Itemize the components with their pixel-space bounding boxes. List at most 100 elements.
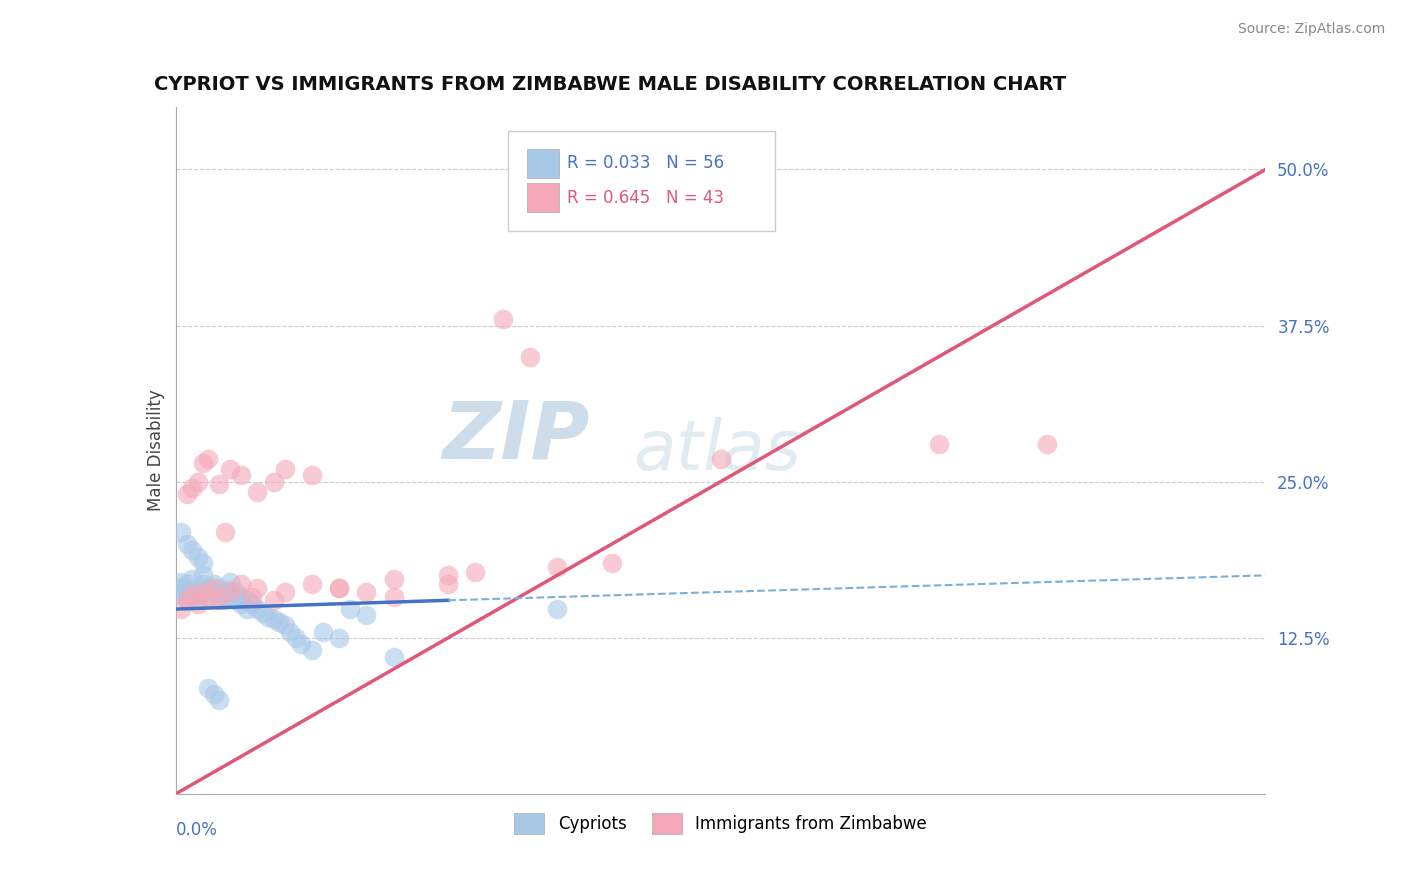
Point bbox=[181, 583, 204, 598]
Point bbox=[208, 593, 231, 607]
Point bbox=[191, 456, 214, 470]
Point bbox=[600, 556, 623, 570]
Point bbox=[339, 602, 361, 616]
Point bbox=[197, 590, 219, 604]
Point bbox=[208, 590, 231, 604]
Point bbox=[263, 593, 285, 607]
Point bbox=[240, 590, 263, 604]
Point bbox=[197, 681, 219, 695]
Point bbox=[208, 581, 231, 595]
Point bbox=[246, 602, 269, 616]
Point bbox=[546, 602, 568, 616]
Legend: Cypriots, Immigrants from Zimbabwe: Cypriots, Immigrants from Zimbabwe bbox=[508, 807, 934, 840]
Point bbox=[219, 583, 242, 598]
Point bbox=[356, 584, 378, 599]
Point bbox=[246, 484, 269, 499]
Point bbox=[176, 537, 198, 551]
Point bbox=[274, 462, 297, 476]
Point bbox=[197, 452, 219, 467]
Point bbox=[170, 581, 193, 595]
Text: atlas: atlas bbox=[633, 417, 801, 484]
Y-axis label: Male Disability: Male Disability bbox=[146, 390, 165, 511]
Point bbox=[181, 572, 204, 586]
Point bbox=[546, 559, 568, 574]
Point bbox=[231, 468, 253, 483]
Point bbox=[219, 574, 242, 589]
FancyBboxPatch shape bbox=[527, 183, 560, 212]
Point bbox=[301, 468, 323, 483]
Point bbox=[191, 584, 214, 599]
Point bbox=[492, 312, 515, 326]
Point bbox=[176, 584, 198, 599]
Point bbox=[191, 556, 214, 570]
Point bbox=[186, 475, 209, 489]
Point bbox=[225, 593, 247, 607]
FancyBboxPatch shape bbox=[508, 131, 775, 231]
Point bbox=[328, 581, 350, 595]
Text: R = 0.645   N = 43: R = 0.645 N = 43 bbox=[567, 189, 724, 207]
Point bbox=[257, 609, 280, 624]
Point bbox=[181, 590, 204, 604]
Point bbox=[214, 593, 236, 607]
Point bbox=[312, 624, 335, 639]
Point bbox=[219, 590, 242, 604]
Text: R = 0.033   N = 56: R = 0.033 N = 56 bbox=[567, 154, 724, 172]
Point bbox=[181, 481, 204, 495]
Point bbox=[191, 568, 214, 582]
Text: Source: ZipAtlas.com: Source: ZipAtlas.com bbox=[1237, 22, 1385, 37]
Point bbox=[710, 452, 733, 467]
Point bbox=[186, 549, 209, 564]
Point bbox=[202, 584, 225, 599]
Point bbox=[170, 587, 193, 601]
Point bbox=[284, 631, 307, 645]
Point bbox=[231, 577, 253, 591]
Point bbox=[263, 475, 285, 489]
Point bbox=[186, 597, 209, 611]
Point bbox=[219, 462, 242, 476]
Point bbox=[464, 565, 486, 579]
Point bbox=[437, 568, 460, 582]
Point bbox=[176, 487, 198, 501]
Point bbox=[928, 437, 950, 451]
Point bbox=[170, 574, 193, 589]
Point bbox=[246, 581, 269, 595]
Point bbox=[214, 584, 236, 599]
Point bbox=[170, 602, 193, 616]
Point bbox=[519, 350, 541, 364]
Point bbox=[301, 577, 323, 591]
Point bbox=[231, 597, 253, 611]
Point bbox=[301, 643, 323, 657]
Point bbox=[356, 608, 378, 623]
Point bbox=[186, 587, 209, 601]
Point bbox=[181, 543, 204, 558]
Point bbox=[202, 577, 225, 591]
Point bbox=[219, 584, 242, 599]
Point bbox=[170, 524, 193, 539]
Point bbox=[231, 590, 253, 604]
Point bbox=[1036, 437, 1059, 451]
Point bbox=[274, 618, 297, 632]
Point bbox=[252, 606, 274, 620]
Point bbox=[186, 593, 209, 607]
Point bbox=[214, 524, 236, 539]
FancyBboxPatch shape bbox=[527, 149, 560, 178]
Point bbox=[328, 631, 350, 645]
Point bbox=[181, 587, 204, 601]
Point bbox=[191, 584, 214, 599]
Text: 0.0%: 0.0% bbox=[176, 822, 218, 839]
Point bbox=[176, 593, 198, 607]
Point bbox=[382, 649, 405, 664]
Point bbox=[269, 615, 291, 629]
Text: CYPRIOT VS IMMIGRANTS FROM ZIMBABWE MALE DISABILITY CORRELATION CHART: CYPRIOT VS IMMIGRANTS FROM ZIMBABWE MALE… bbox=[155, 75, 1066, 95]
Point bbox=[225, 584, 247, 599]
Point bbox=[202, 687, 225, 701]
Point bbox=[278, 624, 301, 639]
Point bbox=[263, 612, 285, 626]
Point bbox=[437, 577, 460, 591]
Point bbox=[328, 581, 350, 595]
Point bbox=[176, 577, 198, 591]
Point bbox=[176, 593, 198, 607]
Text: ZIP: ZIP bbox=[443, 398, 591, 475]
Point bbox=[274, 584, 297, 599]
Point bbox=[240, 597, 263, 611]
